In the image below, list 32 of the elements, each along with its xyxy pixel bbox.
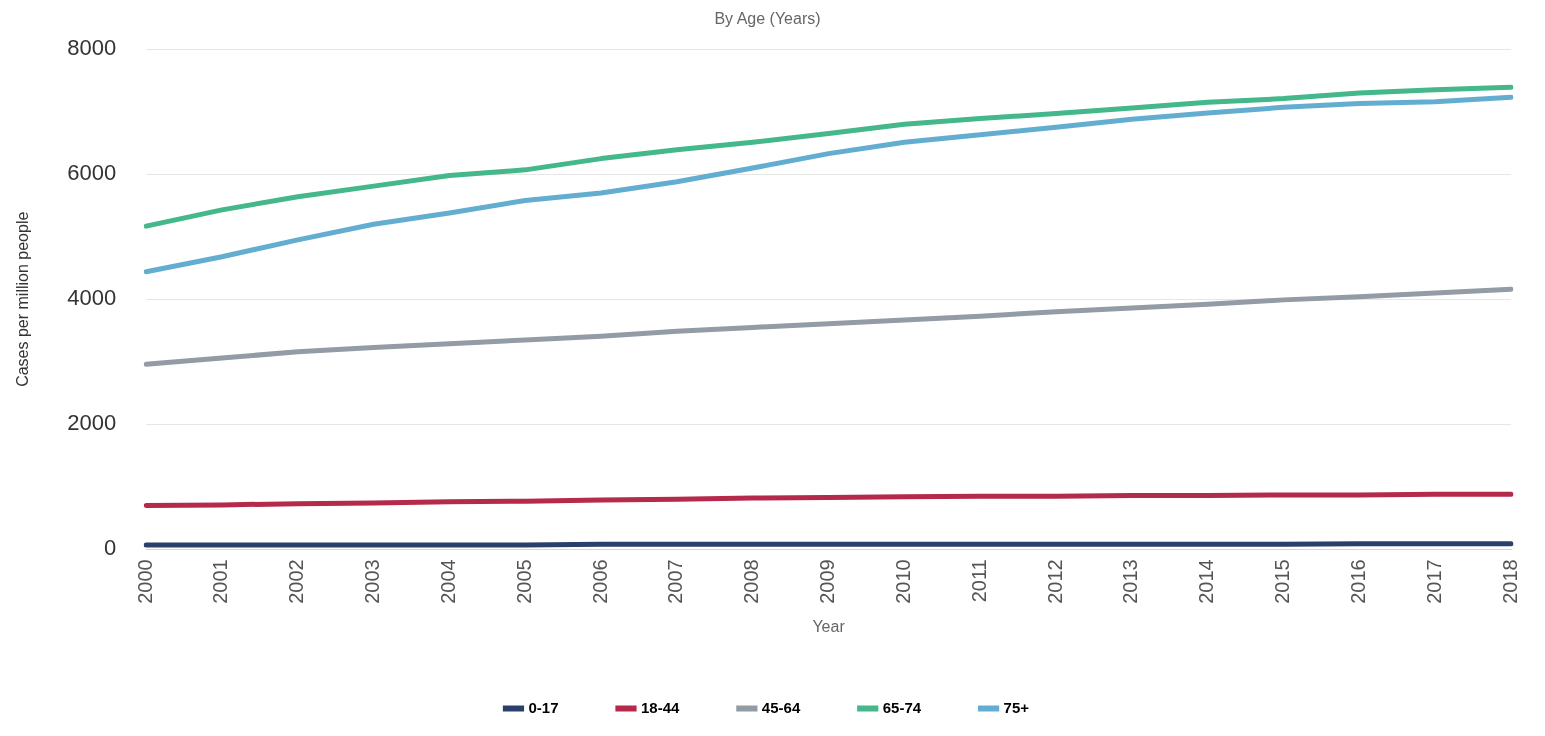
x-tick-label: 2002 [285, 559, 308, 604]
x-tick-label: 2013 [1119, 559, 1142, 604]
y-tick-label: 0 [103, 535, 117, 561]
x-tick-label: 2000 [133, 559, 156, 604]
legend-label: 75+ [1003, 698, 1030, 716]
y-tick-label: 6000 [67, 160, 117, 186]
y-axis-title: Cases per million people [14, 211, 32, 387]
legend-label: 65-74 [882, 698, 922, 716]
x-tick-label: 2010 [891, 559, 914, 604]
y-tick-label: 2000 [67, 410, 117, 436]
x-tick-label: 2011 [967, 559, 990, 603]
y-tick-label: 4000 [67, 285, 117, 311]
x-tick-label: 2004 [436, 559, 459, 604]
x-tick-label: 2009 [816, 559, 839, 604]
x-axis-title: Year [812, 617, 846, 635]
x-tick-label: 2001 [209, 559, 232, 604]
x-tick-label: 2007 [664, 559, 687, 604]
x-tick-label: 2018 [1498, 559, 1521, 604]
x-tick-label: 2012 [1043, 559, 1066, 604]
x-tick-label: 2003 [361, 559, 384, 604]
legend-label: 45-64 [761, 698, 801, 716]
x-tick-label: 2014 [1195, 559, 1218, 604]
legend-label: 0-17 [528, 698, 559, 716]
x-tick-label: 2008 [740, 559, 763, 604]
x-tick-label: 2015 [1271, 559, 1294, 604]
legend-label: 18-44 [640, 698, 681, 716]
x-tick-label: 2005 [512, 559, 535, 604]
x-tick-label: 2017 [1422, 559, 1445, 604]
x-tick-label: 2006 [588, 559, 611, 604]
x-tick-label: 2016 [1346, 559, 1369, 604]
chart-title: By Age (Years) [714, 10, 821, 28]
y-tick-label: 8000 [67, 35, 117, 61]
